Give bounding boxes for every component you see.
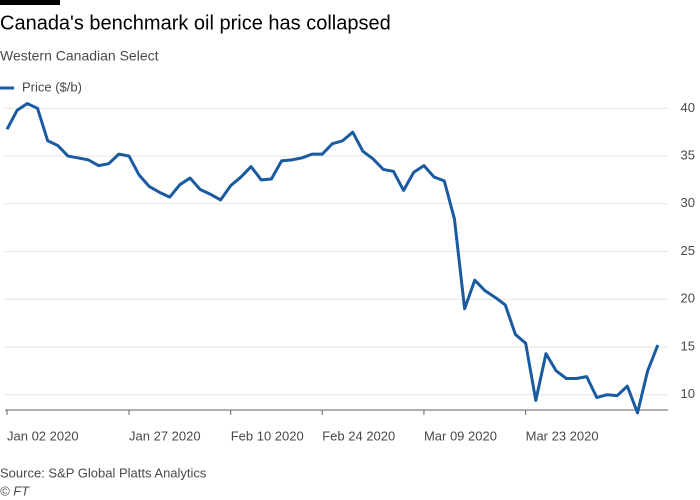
y-tick-label: 35 — [681, 147, 695, 162]
x-tick-label: Jan 02 2020 — [7, 428, 79, 443]
chart-title: Canada's benchmark oil price has collaps… — [0, 12, 391, 34]
price-line — [5, 102, 660, 415]
source: Source: S&P Global Platts Analytics — [0, 465, 207, 480]
x-tick-label: Feb 24 2020 — [322, 428, 395, 443]
y-tick-label: 10 — [681, 386, 695, 401]
y-tick-label: 30 — [681, 195, 695, 210]
y-tick-label: 40 — [681, 100, 695, 115]
brand-bar — [0, 0, 60, 5]
y-tick-label: 25 — [681, 243, 695, 258]
y-tick-label: 20 — [681, 291, 695, 306]
x-tick-label: Mar 23 2020 — [526, 428, 599, 443]
credit: © FT — [0, 483, 30, 498]
x-tick-label: Jan 27 2020 — [129, 428, 201, 443]
chart-subtitle: Western Canadian Select — [0, 48, 159, 64]
legend-label: Price ($/b) — [22, 79, 82, 94]
y-tick-label: 15 — [681, 338, 695, 353]
x-tick-label: Feb 10 2020 — [231, 428, 304, 443]
x-tick-label: Mar 09 2020 — [424, 428, 497, 443]
